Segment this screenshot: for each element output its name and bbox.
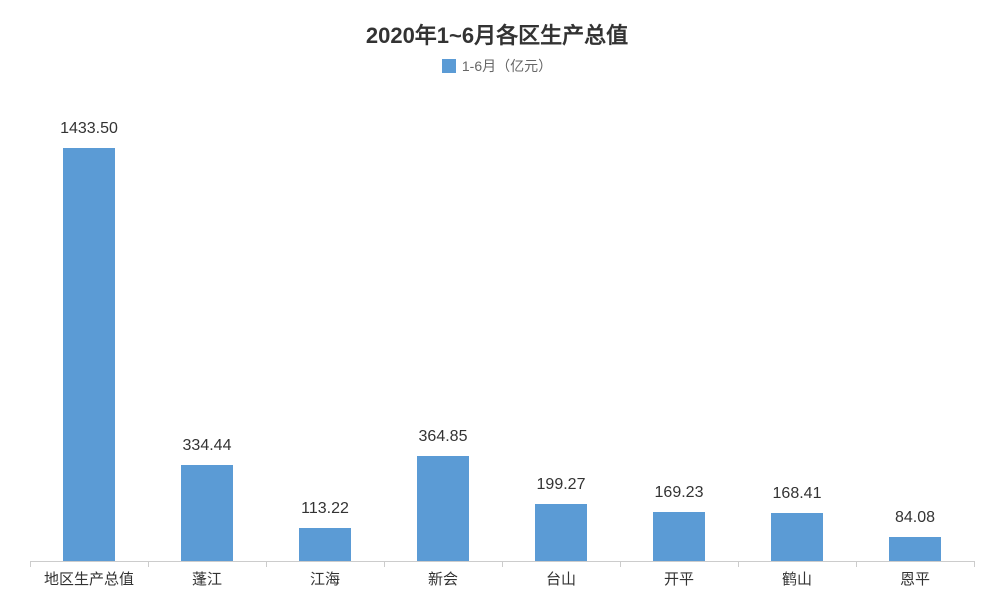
bar-value-label: 1433.50 [30,120,148,138]
bar [181,465,233,561]
chart-legend: 1-6月（亿元） [0,56,994,78]
x-axis-labels: 地区生产总值蓬江江海新会台山开平鹤山恩平 [30,568,974,592]
bar-value-label: 334.44 [148,437,266,455]
x-tick [384,561,385,567]
bar [63,148,115,561]
x-axis-label: 恩平 [856,568,974,589]
x-tick [856,561,857,567]
bar-value-label: 169.23 [620,484,738,502]
chart-container: 2020年1~6月各区生产总值 1-6月（亿元） 1433.50 334.44 11… [0,0,994,602]
x-tick [266,561,267,567]
bar [535,504,587,561]
x-tick [974,561,975,567]
x-tick [148,561,149,567]
x-axis-label: 台山 [502,568,620,589]
x-axis-label: 江海 [266,568,384,589]
x-axis-label: 地区生产总值 [30,568,148,589]
bar [299,528,351,561]
bar-value-label: 84.08 [856,509,974,527]
bar-value-label: 113.22 [266,500,384,518]
x-axis-label: 新会 [384,568,502,589]
bar [653,512,705,561]
x-tick [30,561,31,567]
bar-value-label: 168.41 [738,485,856,503]
chart-title: 2020年1~6月各区生产总值 [0,18,994,50]
legend-label: 1-6月（亿元） [462,56,552,76]
plot-area: 1433.50334.44113.22364.85199.27169.23168… [30,130,974,562]
x-axis-label: 鹤山 [738,568,856,589]
bar [771,513,823,562]
x-tick [738,561,739,567]
bar-value-label: 364.85 [384,428,502,446]
legend-item: 1-6月（亿元） [442,56,552,76]
bar [417,456,469,561]
legend-swatch [442,59,456,73]
bar [889,537,941,561]
x-axis-label: 开平 [620,568,738,589]
x-tick [620,561,621,567]
x-axis-label: 蓬江 [148,568,266,589]
x-tick [502,561,503,567]
bar-value-label: 199.27 [502,476,620,494]
